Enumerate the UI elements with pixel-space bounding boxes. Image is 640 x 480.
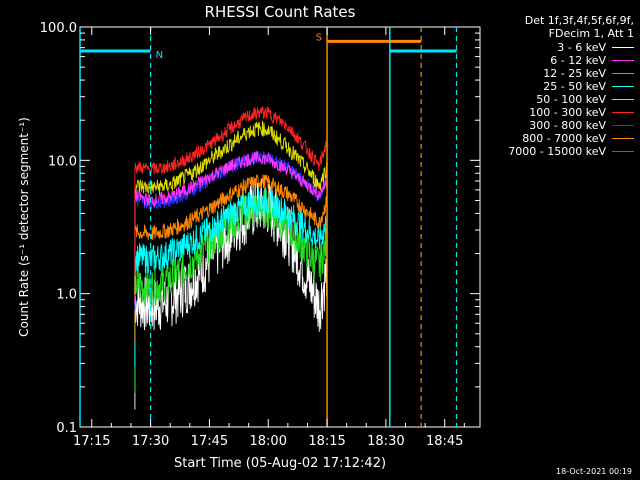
y-axis-label: Count Rate (s⁻¹ detector segment⁻¹)	[17, 117, 31, 337]
legend-item-label: 7000 - 15000 keV	[508, 145, 606, 158]
legend-header-line-1: Det 1f,3f,4f,5f,6f,9f,	[524, 14, 634, 27]
x-tick-label: 17:30	[132, 434, 169, 449]
x-tick-label: 17:45	[191, 434, 228, 449]
legend-item: 12 - 25 keV	[474, 67, 634, 80]
series-line-5	[134, 106, 328, 277]
legend-item: 800 - 7000 keV	[474, 132, 634, 145]
x-tick-label: 17:15	[73, 434, 110, 449]
legend-item: 3 - 6 keV	[474, 41, 634, 54]
legend-header-line-2: FDecim 1, Att 1	[548, 27, 634, 40]
series-line-1	[134, 150, 328, 305]
series-line-2	[134, 189, 328, 393]
x-tick-label: 18:15	[308, 434, 345, 449]
y-tick-label: 100.0	[40, 21, 77, 36]
legend-item: 7000 - 15000 keV	[474, 145, 634, 158]
x-tick-label: 18:30	[367, 434, 404, 449]
y-tick-label: 1.0	[56, 288, 77, 303]
y-axis: 0.1 1.0 10.0 100.0	[40, 21, 480, 436]
legend-item-label: 3 - 6 keV	[557, 41, 606, 54]
chart-legend: Det 1f,3f,4f,5f,6f,9f, FDecim 1, Att 1 3…	[474, 14, 634, 158]
legend-item-label: 100 - 300 keV	[529, 106, 606, 119]
y-tick-label: 10.0	[48, 154, 77, 169]
x-axis-label: Start Time (05-Aug-02 17:12:42)	[174, 456, 386, 471]
legend-item-label: 800 - 7000 keV	[522, 132, 606, 145]
render-timestamp: 18-Oct-2021 00:19	[556, 467, 632, 476]
y-tick-label: 0.1	[56, 421, 77, 436]
legend-item: 50 - 100 keV	[474, 93, 634, 106]
x-tick-label: 18:00	[250, 434, 287, 449]
legend-item: 100 - 300 keV	[474, 106, 634, 119]
annotation-label: S	[316, 32, 322, 43]
legend-item-label: 6 - 12 keV	[550, 54, 606, 67]
annotation-label: N	[156, 50, 163, 61]
legend-swatch	[612, 151, 634, 152]
legend-swatch	[612, 125, 634, 126]
legend-swatch	[612, 60, 634, 61]
series-line-4	[134, 120, 328, 296]
legend-item-label: 25 - 50 keV	[543, 80, 606, 93]
legend-item-label: 12 - 25 keV	[543, 67, 606, 80]
legend-item: 300 - 800 keV	[474, 119, 634, 132]
x-tick-label: 18:45	[426, 434, 463, 449]
chart-title: RHESSI Count Rates	[205, 3, 356, 21]
x-axis: 17:15 17:30 17:45 18:00 18:15 18:30 18:45	[73, 27, 465, 449]
legend-swatch	[612, 138, 634, 139]
series-line-0	[134, 178, 328, 410]
series-line-7	[134, 174, 328, 342]
legend-swatch	[612, 73, 634, 74]
legend-header: Det 1f,3f,4f,5f,6f,9f, FDecim 1, Att 1	[474, 14, 634, 40]
legend-item-label: 50 - 100 keV	[536, 93, 606, 106]
legend-item: 6 - 12 keV	[474, 54, 634, 67]
legend-swatch	[612, 112, 634, 113]
legend-item: 25 - 50 keV	[474, 80, 634, 93]
series-line-3	[134, 186, 328, 367]
legend-item-label: 300 - 800 keV	[529, 119, 606, 132]
legend-swatch	[612, 86, 634, 87]
legend-swatch	[612, 47, 634, 48]
legend-swatch	[612, 99, 634, 100]
